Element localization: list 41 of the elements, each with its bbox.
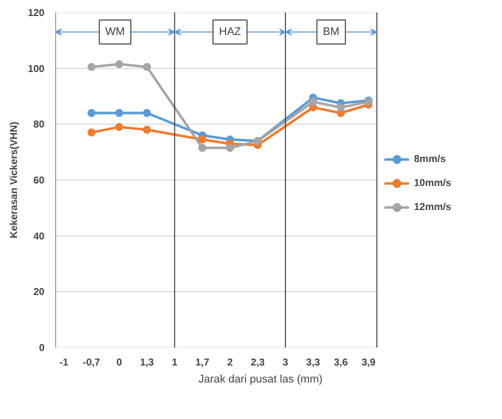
- x-tick-label: 2,3: [250, 358, 266, 368]
- annotation: HAZ: [219, 26, 242, 38]
- point: [115, 60, 124, 68]
- y-tick-label: 0: [38, 343, 45, 354]
- point: [142, 126, 151, 134]
- legend-label: 12mm/s: [414, 202, 452, 212]
- y-tick-label: 80: [33, 120, 45, 131]
- legend-label: 10mm/s: [414, 178, 452, 188]
- point: [88, 109, 96, 117]
- y-axis-title: Kekerasan Vickers(VHN): [8, 122, 20, 238]
- y-tick-label: 20: [33, 287, 45, 298]
- x-tick-label: 2: [227, 358, 234, 368]
- point: [142, 109, 151, 117]
- x-tick-label: -1: [59, 358, 69, 368]
- x-tick-label: 1,3: [140, 358, 154, 368]
- point: [309, 98, 318, 106]
- x-tick-label: 3,9: [362, 358, 376, 368]
- point: [198, 136, 206, 144]
- y-tick-label: 100: [28, 64, 45, 75]
- point: [115, 122, 124, 131]
- x-tick-label: 0: [116, 358, 122, 368]
- point: [88, 62, 96, 71]
- x-axis-title: Jarak dari pusat las (mm): [198, 374, 323, 386]
- x-tick-label: 3,6: [334, 358, 348, 368]
- point: [142, 62, 151, 71]
- x-tick-label: 3: [282, 358, 289, 368]
- annotation: WM: [105, 26, 125, 38]
- point: [88, 128, 96, 137]
- point: [115, 109, 124, 117]
- point: [336, 103, 345, 112]
- point: [198, 144, 206, 152]
- point: [226, 144, 234, 152]
- y-tick-label: 60: [33, 176, 45, 186]
- y-tick-label: 40: [33, 231, 45, 242]
- x-tick-label: 1: [172, 358, 178, 368]
- annotation: BM: [322, 26, 340, 38]
- x-tick-label: -0,7: [82, 358, 101, 368]
- y-tick-label: 120: [28, 8, 45, 19]
- x-tick-label: 3,3: [306, 358, 321, 368]
- legend-label: 8mm/s: [414, 154, 446, 164]
- x-tick-label: 1,7: [195, 358, 210, 368]
